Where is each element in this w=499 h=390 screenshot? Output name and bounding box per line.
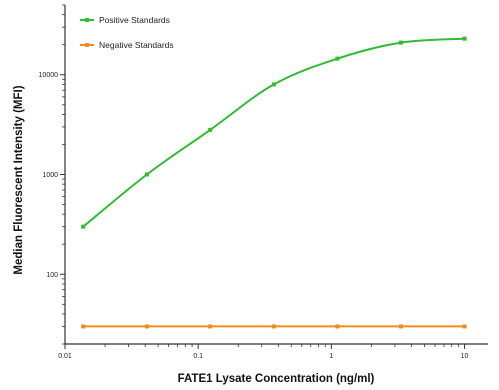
y-axis-title: Median Fluorescent Intensity (MFI) (13, 85, 25, 274)
series-line (82, 37, 465, 228)
x-tick-label: 1 (329, 353, 333, 360)
data-point (271, 82, 276, 87)
series-layer (81, 36, 467, 329)
legend-swatch-marker (85, 18, 89, 22)
data-point (335, 324, 340, 329)
data-point (81, 324, 86, 329)
data-point (208, 324, 213, 329)
series-1 (81, 324, 467, 329)
series-0 (81, 36, 467, 229)
x-tick-label: 0.01 (58, 353, 72, 360)
data-point (208, 127, 213, 132)
x-axis-title: FATE1 Lysate Concentration (ng/ml) (178, 373, 375, 385)
data-point (271, 324, 276, 329)
data-point (398, 324, 403, 329)
data-point (144, 172, 149, 177)
legend-label: Negative Standards (99, 40, 174, 50)
data-point (335, 56, 340, 61)
x-tick-label: 10 (461, 353, 469, 360)
axes: 0.01 0.1 1 10 100 1000 10000 (39, 4, 488, 360)
data-point (462, 36, 467, 41)
data-point (81, 224, 86, 229)
y-tick-label: 1000 (42, 172, 58, 179)
data-point (144, 324, 149, 329)
legend: Positive Standards Negative Standards (80, 15, 174, 50)
x-tick-label: 0.1 (193, 353, 203, 360)
y-tick-label: 10000 (39, 72, 59, 79)
legend-swatch-marker (85, 43, 89, 47)
data-point (462, 324, 467, 329)
data-point (398, 40, 403, 45)
legend-label: Positive Standards (99, 15, 170, 25)
y-tick-label: 100 (46, 272, 58, 279)
